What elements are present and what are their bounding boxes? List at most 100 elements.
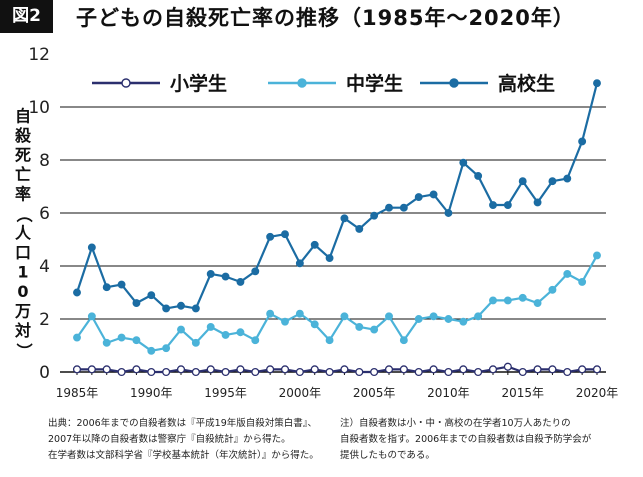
legend: 小学生 中学生 高校生 <box>92 72 555 95</box>
footnote-line: 注）自殺者数は小・中・高校の在学者10万人あたりの <box>340 418 571 429</box>
data-point <box>370 367 379 377</box>
data-point <box>518 177 527 186</box>
y-tick-label: 2 <box>39 310 50 330</box>
source-notes: 出典：2006年までの自殺者数は『平成19年版自殺対策白書』、 2007年以降の… <box>48 416 319 464</box>
data-point <box>295 309 304 318</box>
data-point <box>87 312 96 321</box>
data-point <box>563 270 572 278</box>
legend-label: 高校生 <box>498 72 555 95</box>
data-point <box>340 214 349 223</box>
data-point <box>176 365 186 374</box>
data-point <box>162 304 171 313</box>
series-0 <box>72 362 602 377</box>
legend-label: 小学生 <box>170 72 227 95</box>
data-point <box>533 299 542 308</box>
data-point <box>117 333 126 342</box>
data-point <box>503 362 512 371</box>
data-point <box>236 277 245 286</box>
data-point <box>132 365 141 374</box>
data-point <box>518 293 527 302</box>
y-axis-label-char: 0 <box>17 282 28 301</box>
data-point <box>563 367 572 377</box>
data-point <box>593 79 601 88</box>
x-tick-label: 1995年 <box>204 386 247 400</box>
data-point <box>221 330 230 339</box>
legend-label: 中学生 <box>346 72 403 95</box>
series-line <box>75 82 599 310</box>
data-point <box>355 224 364 233</box>
x-tick-label: 2015年 <box>501 386 544 400</box>
data-point <box>548 177 557 186</box>
y-tick-label: 12 <box>28 45 50 65</box>
data-point <box>444 367 453 377</box>
data-point <box>563 174 572 183</box>
y-axis-label-char: （ <box>15 206 34 222</box>
data-point <box>385 203 393 212</box>
y-axis-ticks: 0 2 4 6 8 10 12 <box>28 45 50 383</box>
data-point <box>102 365 111 374</box>
data-point <box>548 365 557 374</box>
legend-marker <box>297 78 307 88</box>
data-point <box>429 190 438 199</box>
data-point <box>489 296 497 305</box>
x-tick-label: 1985年 <box>56 386 99 400</box>
data-point <box>444 315 453 323</box>
y-axis-label-char: 口 <box>15 243 31 262</box>
y-axis-label-char: 亡 <box>15 165 31 184</box>
data-point <box>370 211 379 220</box>
data-point <box>177 325 185 334</box>
y-axis-label-char: 万 <box>14 302 31 321</box>
data-point <box>73 288 81 297</box>
data-point <box>73 333 81 342</box>
data-point <box>385 312 393 321</box>
data-point <box>72 365 82 374</box>
y-axis-label-char: 殺 <box>14 126 32 145</box>
data-point <box>117 280 126 289</box>
source-note-line: 在学者数は文部科学省『学校基本統計（年次統計）』から得た。 <box>48 450 319 461</box>
data-point <box>399 365 408 374</box>
data-point <box>488 365 498 374</box>
data-point <box>459 317 468 326</box>
data-point <box>206 323 215 331</box>
source-note-line: 出典：2006年までの自殺者数は『平成19年版自殺対策白書』、 <box>48 418 318 429</box>
series-line <box>76 254 598 352</box>
data-point <box>489 201 497 209</box>
footnote-line: 自殺者数を指す。2006年までの自殺者数は自殺予防学会が <box>340 434 592 445</box>
data-point <box>474 312 483 321</box>
data-point <box>414 193 423 202</box>
data-point <box>399 336 408 345</box>
data-point <box>251 267 260 276</box>
data-point <box>147 367 156 377</box>
x-tick-label: 2010年 <box>427 386 470 400</box>
data-point <box>429 365 438 374</box>
x-tick-label: 2000年 <box>279 386 322 400</box>
data-point <box>355 323 364 331</box>
data-point <box>221 272 230 281</box>
data-point <box>251 367 260 377</box>
data-point <box>325 336 334 345</box>
data-point <box>533 365 542 374</box>
y-axis-label-char: 死 <box>15 146 31 165</box>
data-point <box>414 367 423 377</box>
legend-marker <box>449 78 459 88</box>
y-axis-label-char: 率 <box>15 185 31 204</box>
data-point <box>578 137 587 146</box>
y-axis-label-char: 自 <box>15 107 31 126</box>
data-point <box>444 209 453 217</box>
data-point <box>593 251 601 260</box>
data-point <box>592 365 602 374</box>
y-axis-label-char: ） <box>15 343 34 359</box>
data-point <box>147 346 156 355</box>
data-point <box>295 259 304 268</box>
y-axis-label-char: 1 <box>17 263 28 282</box>
y-tick-label: 4 <box>39 257 50 277</box>
x-tick-label: 1990年 <box>130 386 173 400</box>
data-point <box>325 254 334 262</box>
data-point <box>266 309 275 318</box>
data-point <box>399 203 408 212</box>
data-point <box>102 338 111 347</box>
data-point <box>87 365 96 374</box>
gridlines <box>60 106 606 373</box>
